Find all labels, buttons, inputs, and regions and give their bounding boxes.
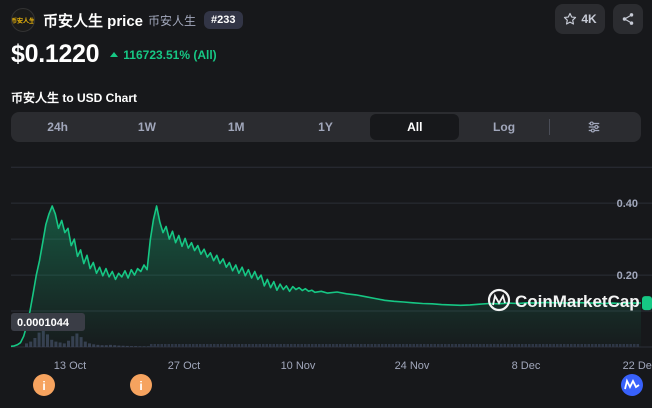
top-actions: 4K bbox=[555, 4, 643, 34]
coinmarketcap-icon bbox=[621, 374, 643, 396]
current-price: $0.1220 bbox=[11, 40, 100, 68]
sliders-icon bbox=[589, 121, 600, 133]
rank-badge: #233 bbox=[204, 11, 243, 29]
tab-divider bbox=[548, 119, 550, 135]
coin-symbol: 币安人生 bbox=[148, 13, 197, 28]
up-triangle-icon bbox=[110, 52, 119, 57]
timeframe-tabs: 24h 1W 1M 1Y All Log bbox=[11, 112, 641, 142]
y-tick-label: 0.40 bbox=[617, 198, 638, 210]
tab-1w[interactable]: 1W bbox=[137, 120, 156, 134]
watermark: CoinMarketCap bbox=[487, 288, 640, 312]
svg-text:i: i bbox=[139, 379, 142, 393]
x-tick-label: 8 Dec bbox=[512, 360, 541, 372]
current-price-marker bbox=[642, 296, 652, 311]
x-tick-label: 22 Dec bbox=[623, 360, 652, 372]
x-tick-label: 13 Oct bbox=[54, 360, 86, 372]
chart-title: 币安人生 to USD Chart bbox=[11, 91, 138, 105]
coin-name: 币安人生 price bbox=[43, 12, 144, 30]
watchlist-button[interactable]: 4K bbox=[555, 4, 605, 34]
event-marker-icon[interactable]: i bbox=[130, 374, 152, 396]
tab-all[interactable]: All bbox=[370, 114, 460, 140]
y-tick-label: 0.20 bbox=[617, 270, 638, 282]
start-price-label: 0.0001044 bbox=[17, 317, 70, 329]
price-chart-svg: 0.40 0.20 0.0001044 13 Oct 27 Oct 10 Nov 24 No… bbox=[10, 166, 652, 396]
x-tick-label: 10 Nov bbox=[281, 360, 316, 372]
share-button[interactable] bbox=[613, 4, 643, 34]
tab-log[interactable]: Log bbox=[493, 120, 516, 134]
coin-header: 币安人生 币安人生 price 币安人生 #233 bbox=[11, 8, 243, 32]
price-line bbox=[10, 205, 641, 348]
share-icon bbox=[622, 13, 634, 25]
price-area bbox=[11, 206, 641, 347]
watchlist-count: 4K bbox=[581, 12, 597, 26]
price-change: 116723.51% (All) bbox=[110, 47, 217, 62]
tab-1y[interactable]: 1Y bbox=[318, 120, 333, 134]
chart-settings-button[interactable] bbox=[550, 114, 639, 140]
x-tick-label: 24 Nov bbox=[395, 360, 430, 372]
tab-1m[interactable]: 1M bbox=[227, 120, 245, 134]
tab-24h[interactable]: 24h bbox=[47, 120, 68, 134]
price-chart[interactable]: 0.40 0.20 0.0001044 13 Oct 27 Oct 10 Nov 24 No… bbox=[0, 150, 652, 403]
start-price-box bbox=[11, 313, 85, 331]
price-row: $0.1220 116723.51% (All) bbox=[11, 40, 217, 69]
star-icon bbox=[564, 12, 577, 25]
x-tick-label: 27 Oct bbox=[168, 360, 200, 372]
coin-logo: 币安人生 bbox=[11, 8, 35, 32]
svg-text:i: i bbox=[42, 379, 45, 393]
price-change-value: 116723.51% (All) bbox=[123, 47, 217, 62]
event-marker-icon[interactable]: i bbox=[33, 374, 55, 396]
svg-text:CoinMarketCap: CoinMarketCap bbox=[515, 292, 640, 311]
